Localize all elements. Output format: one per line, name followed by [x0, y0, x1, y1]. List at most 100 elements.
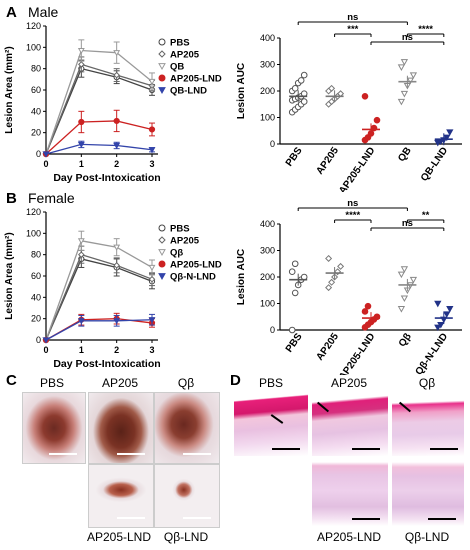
chart-a-line-data-point — [113, 142, 121, 150]
chart-a-scatter-scatter-point — [373, 116, 381, 124]
chart-b-line-y-tick-label: 40 — [31, 292, 41, 302]
chart-b-line-y-axis-label: Lesion Area (mm²) — [4, 232, 15, 319]
panel-b-sex-label: Female — [28, 190, 75, 206]
chart-a-line-legend-label: QB-LND — [170, 86, 207, 97]
chart-b-scatter-significance-label: ** — [422, 210, 430, 221]
chart-a-line-data-point — [148, 126, 156, 133]
chart-a-scatter-scatter-point — [291, 85, 299, 92]
chart-a-scatter-scatter-point — [409, 72, 418, 79]
chart-b-scatter-significance-label: ns — [402, 218, 413, 229]
scale-bar — [49, 453, 77, 455]
chart-b-scatter-significance-label: **** — [345, 210, 360, 221]
chart-a-line-data-point — [77, 47, 85, 55]
chart-a-scatter-significance-label: ns — [347, 14, 358, 23]
arrowhead-icon — [316, 401, 330, 413]
chart-a-line-data-point — [113, 71, 120, 79]
chart-b-scatter-scatter-point — [328, 278, 336, 286]
chart-a-line-series-line — [45, 49, 153, 155]
photo-c-ap205 — [88, 392, 154, 464]
chart-a-scatter-category-label: PBS — [284, 145, 305, 168]
scale-bar — [430, 448, 458, 450]
chart-a-line-legend-marker — [158, 87, 166, 95]
scale-bar — [352, 518, 380, 520]
chart-b-line-x-tick-label: 0 — [43, 345, 48, 355]
chart-b-scatter-category-label: Qβ — [397, 331, 414, 349]
chart-a-line-series-line — [45, 67, 153, 155]
chart-b-scatter-y-axis-label: Lesion AUC — [236, 249, 247, 305]
scale-bar — [272, 448, 300, 450]
histology-d-qb — [392, 394, 464, 456]
chart-b-scatter-scatter-point — [325, 254, 333, 262]
chart-b-line-x-tick-label: 1 — [79, 345, 84, 355]
chart-b-line-legend-label: AP205-LND — [170, 260, 222, 271]
chart-a-scatter-y-tick-label: 200 — [260, 86, 275, 96]
photo-d-label-ap205-lnd: AP205-LND — [316, 530, 382, 544]
chart-b-scatter-category-label: AP205-LND — [337, 331, 377, 375]
photo-d-label-ap205: AP205 — [330, 376, 368, 390]
chart-b-line-data-point — [77, 238, 85, 245]
chart-b-scatter-scatter-point — [364, 302, 372, 310]
chart-b-scatter-category-label: Qβ-N-LND — [414, 331, 451, 375]
arrowhead-icon — [270, 414, 284, 424]
scale-bar — [183, 453, 211, 455]
chart-b-scatter-category-label: PBS — [284, 331, 305, 354]
chart-a-scatter-scatter-point — [397, 64, 406, 71]
chart-a-scatter-significance-label: **** — [418, 24, 433, 35]
chart-b-scatter-scatter-point — [291, 260, 299, 268]
chart-a-scatter-scatter-point — [397, 98, 406, 106]
chart-b-scatter-scatter-point — [443, 311, 451, 318]
chart-a-scatter: 0 100 200 300 400 Lesion AUC PBS AP205AP205-LND… — [236, 14, 462, 192]
chart-a-line-series-line — [45, 120, 153, 155]
chart-b-scatter-scatter-point — [288, 326, 296, 334]
chart-b-line-legend-marker — [158, 273, 166, 281]
chart-b-line-legend-label: PBS — [170, 224, 190, 235]
chart-a-line-x-tick-label: 3 — [149, 159, 154, 169]
chart-a-line-y-tick-label: 20 — [31, 128, 41, 138]
chart-a-scatter-y-tick-label: 300 — [260, 60, 275, 70]
chart-b-scatter-scatter-point — [361, 308, 369, 315]
chart-b-line-y-tick-label: 20 — [31, 314, 41, 324]
chart-a-scatter-y-axis-label: Lesion AUC — [236, 63, 247, 119]
chart-b-scatter-scatter-point — [337, 262, 345, 270]
histology-d-ap205-lnd — [312, 462, 388, 526]
chart-a-line-legend-label: AP205-LND — [170, 74, 222, 85]
chart-a-scatter-y-tick-label: 100 — [260, 113, 275, 123]
chart-b-line-x-tick-label: 3 — [149, 345, 154, 355]
chart-b-line-legend-label: Qβ — [170, 248, 183, 259]
chart-b-line-data-point — [148, 264, 156, 272]
chart-a-line-x-tick-label: 1 — [79, 159, 84, 169]
chart-b-line-y-tick-label: 60 — [31, 271, 41, 281]
chart-a-scatter-scatter-point — [443, 134, 451, 142]
histology-d-pbs — [234, 394, 308, 456]
chart-b-line-legend-marker — [158, 249, 166, 257]
panel-a-sex-label: Male — [28, 4, 59, 20]
chart-a-line-y-tick-label: 80 — [31, 64, 41, 74]
chart-a-scatter-scatter-point — [300, 98, 308, 105]
chart-b-scatter-y-tick-label: 300 — [260, 246, 275, 256]
chart-b-scatter-scatter-point — [409, 276, 418, 284]
chart-b-scatter-y-tick-label: 400 — [260, 219, 275, 229]
chart-b-scatter-scatter-point — [397, 271, 406, 279]
chart-a-line-y-tick-label: 60 — [31, 85, 41, 95]
chart-b-line-series-line — [45, 258, 153, 341]
panel-letter-b: B — [6, 190, 17, 207]
chart-b-scatter-scatter-point — [325, 284, 333, 292]
chart-a-scatter-category-label: QB — [396, 145, 414, 164]
chart-b-line-legend-marker — [158, 260, 166, 268]
chart-b-line-y-tick-label: 120 — [26, 207, 41, 217]
chart-a-scatter-y-tick-label: 0 — [270, 139, 275, 149]
chart-b-scatter-scatter-point — [288, 268, 296, 275]
chart-a-line-legend-label: AP205 — [170, 50, 200, 61]
chart-a-line-data-point — [42, 151, 50, 158]
chart-b-scatter-scatter-point — [434, 324, 442, 332]
arrowhead-icon — [398, 401, 412, 413]
chart-b-line-x-axis-label: Day Post-Intoxication — [53, 358, 160, 370]
chart-b-line-data-point — [77, 318, 85, 325]
chart-a-scatter-scatter-point — [400, 59, 409, 66]
chart-a-scatter-significance-label: ns — [402, 32, 413, 43]
photo-c-label-pbs: PBS — [39, 376, 64, 390]
panel-letter-a: A — [6, 4, 17, 21]
chart-a-scatter-category-label: QB-LND — [419, 145, 450, 183]
chart-a-line-data-point — [113, 50, 121, 57]
chart-b-scatter-scatter-point — [397, 306, 406, 313]
